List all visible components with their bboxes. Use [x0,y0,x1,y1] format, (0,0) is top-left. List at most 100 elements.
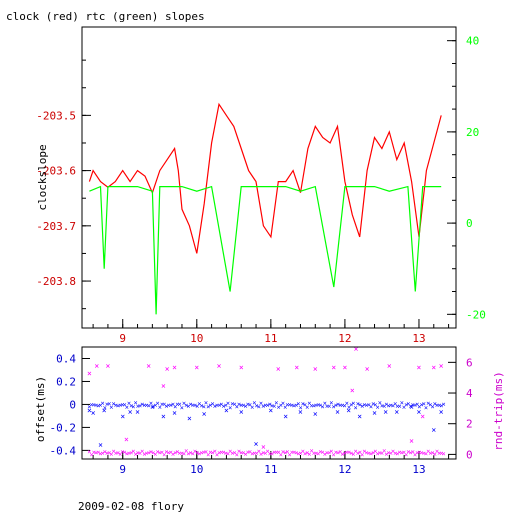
rndtrip-point: × [294,449,298,457]
rndtrip-point: × [387,361,392,370]
offset-point: × [419,401,423,409]
offset-point: × [105,400,109,408]
offset-point: × [246,401,250,409]
offset-point: × [268,401,272,409]
offset-point: × [285,401,289,409]
rndtrip-point: × [166,449,170,457]
rndtrip-point: × [439,361,444,370]
offset-point: × [265,402,269,410]
offset-point: × [431,426,436,435]
rndtrip-point: × [312,450,316,458]
rndtrip-point: × [347,449,351,457]
rndtrip-point: × [345,448,349,456]
clock-slope-line [88,102,442,254]
rndtrip-point: × [417,363,422,372]
y2-tick-label: 20 [466,126,479,139]
offset-point: × [356,400,360,408]
offset-point: × [296,400,300,408]
offset-point: × [360,402,364,410]
rndtrip-point: × [243,450,247,458]
rndtrip-point: × [313,364,318,373]
offset-point: × [239,401,243,409]
offset-point: × [243,402,247,410]
offset-point: × [382,402,386,410]
offset-point: × [424,404,428,412]
x-tick-label: 11 [264,332,277,345]
offset-point: × [294,401,298,409]
offset-point: × [135,407,140,416]
offset-point: × [276,403,280,411]
rndtrip-point: × [257,447,261,455]
offset-point: × [268,406,273,415]
rndtrip-point: × [144,449,148,457]
offset-point: × [219,400,223,408]
offset-point: × [191,402,195,410]
offset-point: × [375,404,379,412]
y2-tick-label: 40 [466,35,479,48]
rndtrip-point: × [411,448,415,456]
rndtrip-point: × [98,450,102,458]
rndtrip-point: × [358,449,362,457]
offset-point: × [164,402,168,410]
offset-point: × [334,401,338,409]
offset-point: × [369,403,373,411]
rndtrip-point: × [316,450,320,458]
rndtrip-point: × [276,449,280,457]
y2-tick-label: -20 [466,308,486,321]
rndtrip-point: × [342,363,347,372]
rndtrip-point: × [186,450,190,458]
offset-point: × [417,407,422,416]
offset-point: × [142,401,146,409]
rndtrip-point: × [89,451,93,459]
rndtrip-point: × [131,448,135,456]
rndtrip-point: × [232,449,236,457]
offset-point: × [133,399,137,407]
offset-point: × [373,401,377,409]
rndtrip-point: × [415,449,419,457]
x-tick-label: 10 [190,332,203,345]
offset-point: × [307,400,311,408]
rndtrip-point: × [287,451,291,459]
offset-point: × [331,403,335,411]
offset-point: × [87,406,92,415]
y-tick-label: -203.5 [36,109,76,122]
offset-point: × [144,402,148,410]
rtc-slope-line [89,185,442,315]
rndtrip-point: × [94,449,98,457]
y-tick-label: 0.4 [56,352,76,365]
rndtrip-point: × [404,451,408,459]
offset-point: × [239,407,244,416]
rndtrip-point: × [430,449,434,457]
rndtrip-point: × [111,447,115,455]
rndtrip-point: × [371,449,375,457]
rndtrip-point: × [173,449,177,457]
offset-point: × [193,401,197,409]
offset-point: × [195,402,199,410]
rndtrip-point: × [281,448,285,456]
offset-point: × [230,400,234,408]
rndtrip-point: × [334,449,338,457]
rndtrip-point: × [149,448,153,456]
offset-point: × [162,401,166,409]
x-tick-label: 10 [190,463,203,476]
offset-point: × [274,399,278,407]
rndtrip-point: × [252,449,256,457]
offset-point: × [177,401,181,409]
offset-point: × [261,402,265,410]
offset-point: × [91,408,96,417]
bottom-plot-frame [81,346,457,460]
offset-point: × [202,403,206,411]
rndtrip-point: × [323,450,327,458]
rndtrip-point: × [208,448,212,456]
offset-point: × [228,404,232,412]
rndtrip-point: × [105,449,109,457]
rndtrip-point: × [206,451,210,459]
offset-point: × [301,400,305,408]
rndtrip-point: × [380,450,384,458]
offset-point: × [298,404,302,412]
offset-point: × [175,400,179,408]
offset-point: × [318,401,322,409]
rndtrip-point: × [221,448,225,456]
rndtrip-point: × [217,449,221,457]
offset-point: × [378,399,382,407]
